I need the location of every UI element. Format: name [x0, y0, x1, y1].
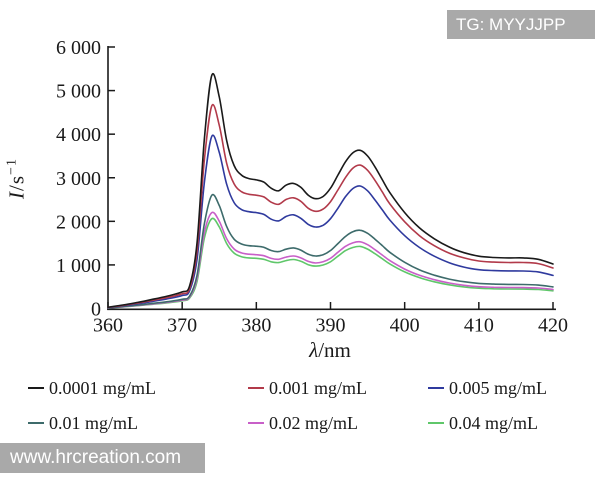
series-line-0.01 — [107, 193, 554, 309]
legend-label: 0.01 mg/mL — [49, 412, 138, 433]
y-tick-label: 2 000 — [56, 211, 101, 233]
legend-item: 0.01 mg/mL — [28, 412, 248, 434]
legend-line-swatch — [428, 387, 444, 389]
legend-line-swatch — [248, 387, 264, 389]
x-tick-label: 360 — [93, 315, 123, 337]
legend-label: 0.001 mg/mL — [269, 377, 367, 398]
x-tick-label: 410 — [464, 315, 494, 337]
legend: 0.0001 mg/mL 0.001 mg/mL 0.005 mg/mL 0.01 m… — [28, 377, 547, 434]
legend-label: 0.02 mg/mL — [269, 412, 358, 433]
legend-line-swatch — [28, 422, 44, 424]
y-tick-label: 3 000 — [56, 168, 101, 190]
watermark-url-badge: www.hrcreation.com — [0, 443, 205, 473]
x-tick-label: 380 — [241, 315, 271, 337]
legend-line-swatch — [28, 387, 44, 389]
x-tick-label: 390 — [316, 315, 346, 337]
x-tick-label: 400 — [390, 315, 420, 337]
legend-label: 0.04 mg/mL — [449, 412, 538, 433]
series-line-0.0001 — [107, 73, 554, 308]
x-axis-label: λ/nm — [309, 338, 351, 362]
y-tick-label: 6 000 — [56, 37, 101, 59]
x-tick-label: 420 — [538, 315, 568, 337]
spectra-plot: 360 370 380 390 400 410 420 0 1 000 2 000 3 000 4 0… — [56, 37, 568, 337]
x-tick-label: 370 — [167, 315, 197, 337]
legend-item: 0.02 mg/mL — [248, 412, 428, 434]
y-tick-label: 4 000 — [56, 124, 101, 146]
legend-item: 0.001 mg/mL — [248, 377, 428, 399]
legend-line-swatch — [428, 422, 444, 424]
y-tick-label: 0 — [91, 299, 101, 321]
legend-item: 0.005 mg/mL — [428, 377, 547, 399]
legend-line-swatch — [248, 422, 264, 424]
series-line-0.001 — [107, 103, 554, 309]
y-axis-label: I/s−1 — [4, 158, 29, 199]
y-tick-label: 5 000 — [56, 81, 101, 103]
y-tick-label: 1 000 — [56, 255, 101, 277]
legend-label: 0.0001 mg/mL — [49, 377, 156, 398]
watermark-telegram-badge: TG: MYYJJPP — [447, 10, 595, 39]
series-line-0.005 — [107, 134, 554, 309]
legend-item: 0.0001 mg/mL — [28, 377, 248, 399]
legend-label: 0.005 mg/mL — [449, 377, 547, 398]
legend-item: 0.04 mg/mL — [428, 412, 547, 434]
